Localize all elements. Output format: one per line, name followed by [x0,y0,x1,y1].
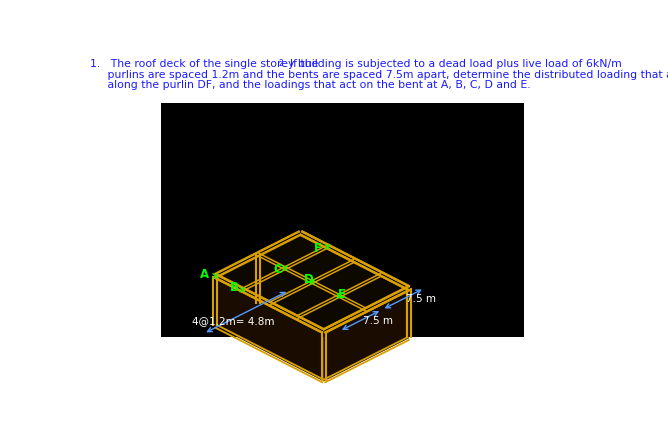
Polygon shape [324,288,409,381]
Polygon shape [242,268,312,304]
Polygon shape [297,296,366,331]
Text: 7.5 m: 7.5 m [258,370,288,380]
Text: 7.5 m: 7.5 m [405,294,436,304]
Polygon shape [215,254,285,290]
Text: A: A [200,268,209,281]
Polygon shape [258,233,327,268]
Text: 7.5 m: 7.5 m [363,315,393,325]
Text: purlins are spaced 1.2m and the bents are spaced 7.5m apart, determine the distr: purlins are spaced 1.2m and the bents ar… [90,70,668,80]
Text: . If the: . If the [283,59,319,69]
Polygon shape [269,282,339,318]
Text: 2: 2 [279,59,283,68]
Text: 4@1.2m= 4.8m: 4@1.2m= 4.8m [192,316,275,326]
Polygon shape [339,274,409,310]
Text: D: D [304,273,314,286]
Polygon shape [285,247,355,282]
Text: B: B [230,281,239,294]
Text: along the purlin DF, and the loadings that act on the bent at A, B, C, D and E.: along the purlin DF, and the loadings th… [90,80,530,90]
Text: E: E [337,288,345,301]
Text: C: C [273,263,282,276]
Text: 1.   The roof deck of the single storey building is subjected to a dead load plu: 1. The roof deck of the single storey bu… [90,59,621,69]
Polygon shape [215,276,324,381]
Polygon shape [312,261,382,296]
Text: F: F [315,242,323,254]
Bar [161,102,524,337]
